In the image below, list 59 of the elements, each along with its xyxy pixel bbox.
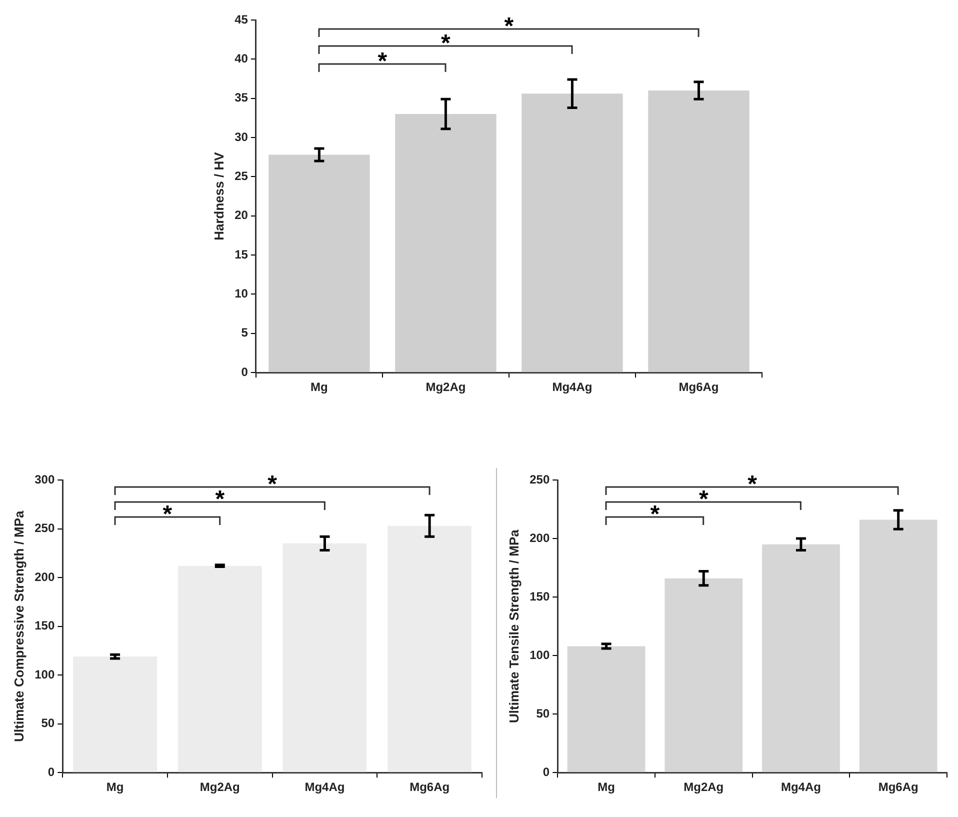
- bar: [762, 544, 840, 772]
- bar: [648, 90, 750, 372]
- y-tick-label: 200: [34, 570, 55, 584]
- x-tick-label: Mg2Ag: [426, 380, 466, 394]
- y-tick-label: 50: [41, 716, 55, 730]
- y-tick-label: 250: [530, 472, 550, 486]
- y-tick-label: 25: [234, 169, 248, 184]
- x-tick-label: Mg2Ag: [684, 780, 724, 794]
- annotation: *: [698, 486, 710, 513]
- annotation: *: [649, 500, 661, 528]
- y-axis-title: Ultimate Compressive Strength / MPa: [11, 510, 26, 742]
- y-tick-label: 5: [241, 326, 248, 340]
- x-tick-label: Mg4Ag: [552, 380, 592, 394]
- x-tick-label: Mg: [598, 780, 615, 794]
- x-tick-label: Mg: [106, 780, 124, 794]
- annotation: *: [440, 30, 452, 58]
- y-tick-label: 150: [530, 589, 550, 604]
- y-tick-label: 50: [536, 706, 550, 720]
- y-tick-label: 100: [530, 648, 550, 662]
- y-tick-label: 20: [234, 208, 248, 222]
- x-tick-label: Mg4Ag: [304, 780, 345, 794]
- y-tick-label: 35: [234, 90, 248, 105]
- y-tick-label: 0: [241, 364, 248, 379]
- y-tick-label: 300: [34, 472, 55, 486]
- bar: [567, 646, 646, 772]
- x-tick-label: Mg6Ag: [878, 780, 918, 794]
- x-tick-label: Mg6Ag: [410, 780, 450, 794]
- x-tick-label: Mg2Ag: [200, 780, 240, 794]
- y-tick-label: 40: [234, 51, 248, 66]
- bar: [388, 526, 472, 772]
- y-tick-label: 100: [34, 667, 55, 682]
- y-tick-label: 0: [542, 764, 550, 779]
- annotation: *: [162, 500, 174, 528]
- x-tick-label: Mg: [310, 380, 328, 394]
- y-tick-label: 30: [234, 130, 248, 144]
- y-tick-label: 150: [34, 618, 55, 633]
- annotation: *: [376, 48, 388, 76]
- annotation: *: [214, 486, 226, 513]
- x-tick-label: Mg6Ag: [678, 380, 719, 394]
- annotation: *: [746, 471, 758, 498]
- y-tick-label: 10: [234, 286, 248, 301]
- y-tick-label: 45: [234, 12, 248, 26]
- bar: [395, 114, 496, 372]
- bar: [178, 566, 262, 772]
- annotation: *: [266, 471, 278, 498]
- y-tick-label: 15: [234, 247, 248, 262]
- y-axis-title: Ultimate Tensile Strength / MPa: [506, 528, 522, 723]
- bar: [282, 543, 367, 772]
- bar: [859, 520, 938, 772]
- y-tick-label: 250: [34, 521, 55, 536]
- x-tick-label: Mg4Ag: [780, 780, 821, 794]
- y-tick-label: 200: [530, 530, 550, 545]
- bar: [664, 578, 743, 772]
- bar: [73, 656, 157, 772]
- annotation: *: [503, 12, 515, 40]
- y-tick-label: 0: [48, 764, 55, 779]
- bar: [268, 154, 370, 372]
- y-axis-title: Hardness / HV: [211, 152, 226, 240]
- bar: [522, 94, 623, 372]
